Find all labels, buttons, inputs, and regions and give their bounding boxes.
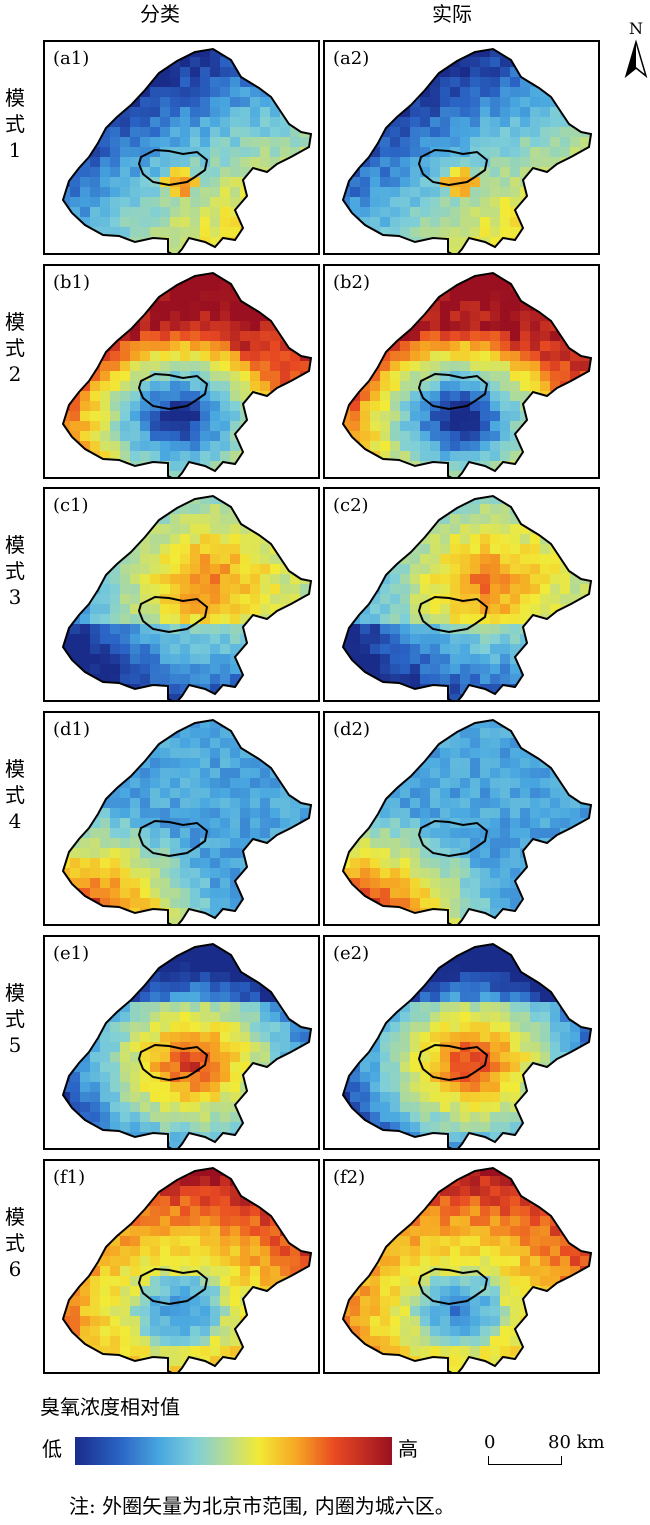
ozone-raster	[63, 1168, 311, 1372]
panel-label: (d2)	[333, 719, 371, 740]
ozone-raster	[63, 49, 311, 253]
scale-start-label: 0	[484, 1432, 496, 1453]
ozone-raster	[343, 720, 591, 924]
urban-six-districts-boundary	[417, 595, 489, 634]
beijing-boundary	[61, 718, 313, 924]
ozone-map	[61, 1166, 313, 1372]
map-panel: (a2)	[323, 40, 600, 255]
ozone-raster	[343, 1168, 591, 1372]
panel-label: (b1)	[53, 272, 91, 293]
map-panel: (a1)	[43, 40, 320, 255]
ozone-raster	[63, 944, 311, 1148]
ozone-map	[341, 271, 593, 477]
urban-six-districts-boundary	[417, 372, 489, 411]
map-panel: (d1)	[43, 711, 320, 926]
ozone-raster	[63, 496, 311, 700]
panel-label: (f1)	[53, 1167, 86, 1188]
ozone-map	[341, 47, 593, 253]
beijing-boundary	[341, 942, 593, 1148]
scale-bar: 0 80 km	[480, 1432, 620, 1472]
urban-six-districts-boundary	[417, 1267, 489, 1306]
scale-bar-line	[488, 1456, 562, 1465]
beijing-boundary	[61, 271, 313, 477]
urban-six-districts-boundary	[137, 595, 209, 634]
beijing-boundary	[341, 47, 593, 253]
mode-label: 模 式 3	[5, 533, 25, 609]
beijing-boundary	[61, 942, 313, 1148]
north-arrow: N	[624, 20, 648, 82]
beijing-boundary	[341, 1166, 593, 1372]
beijing-boundary	[61, 1166, 313, 1372]
map-panel: (e2)	[323, 935, 600, 1150]
map-panel: (c1)	[43, 487, 320, 702]
urban-six-districts-boundary	[417, 819, 489, 858]
map-panel: (d2)	[323, 711, 600, 926]
panel-label: (c2)	[333, 495, 369, 516]
urban-six-districts-boundary	[137, 148, 209, 187]
legend-colorbar	[75, 1437, 392, 1465]
column-header-classified: 分类	[140, 2, 180, 26]
ozone-map	[341, 1166, 593, 1372]
mode-label: 模 式 4	[5, 757, 25, 833]
beijing-boundary	[341, 271, 593, 477]
ozone-raster	[343, 49, 591, 253]
legend-low-label: 低	[42, 1437, 62, 1461]
ozone-map	[61, 942, 313, 1148]
ozone-map	[341, 718, 593, 924]
ozone-map	[61, 271, 313, 477]
panel-label: (f2)	[333, 1167, 366, 1188]
beijing-boundary	[61, 494, 313, 700]
ozone-raster	[343, 496, 591, 700]
urban-six-districts-boundary	[137, 1267, 209, 1306]
beijing-boundary	[61, 47, 313, 253]
mode-label: 模 式 2	[5, 310, 25, 386]
ozone-raster	[343, 944, 591, 1148]
map-panel: (b1)	[43, 264, 320, 479]
urban-six-districts-boundary	[137, 372, 209, 411]
urban-six-districts-boundary	[137, 1043, 209, 1082]
panel-label: (a2)	[333, 48, 370, 69]
mode-label: 模 式 6	[5, 1205, 25, 1281]
north-label: N	[629, 19, 643, 38]
ozone-map	[61, 718, 313, 924]
panel-label: (e1)	[53, 943, 90, 964]
map-panel: (b2)	[323, 264, 600, 479]
legend-title: 臭氧浓度相对值	[40, 1395, 180, 1419]
ozone-raster	[343, 273, 591, 477]
panel-label: (c1)	[53, 495, 89, 516]
ozone-raster	[63, 273, 311, 477]
ozone-map	[61, 494, 313, 700]
beijing-boundary	[341, 494, 593, 700]
map-panel: (c2)	[323, 487, 600, 702]
ozone-map	[61, 47, 313, 253]
ozone-map	[341, 942, 593, 1148]
urban-six-districts-boundary	[417, 148, 489, 187]
map-panel: (f1)	[43, 1159, 320, 1374]
panel-label: (e2)	[333, 943, 370, 964]
map-panel: (e1)	[43, 935, 320, 1150]
urban-six-districts-boundary	[417, 1043, 489, 1082]
ozone-map	[341, 494, 593, 700]
scale-end-label: 80 km	[548, 1432, 605, 1453]
panel-label: (b2)	[333, 272, 371, 293]
urban-six-districts-boundary	[137, 819, 209, 858]
ozone-raster	[63, 720, 311, 924]
column-header-actual: 实际	[432, 2, 472, 26]
mode-label: 模 式 5	[5, 981, 25, 1057]
legend-high-label: 高	[398, 1437, 418, 1461]
north-arrow-icon	[624, 39, 648, 79]
map-panel: (f2)	[323, 1159, 600, 1374]
mode-label: 模 式 1	[5, 86, 25, 162]
panel-label: (a1)	[53, 48, 90, 69]
panel-label: (d1)	[53, 719, 91, 740]
footnote: 注: 外圈矢量为北京市范围, 内圈为城六区。	[69, 1494, 455, 1518]
beijing-boundary	[341, 718, 593, 924]
